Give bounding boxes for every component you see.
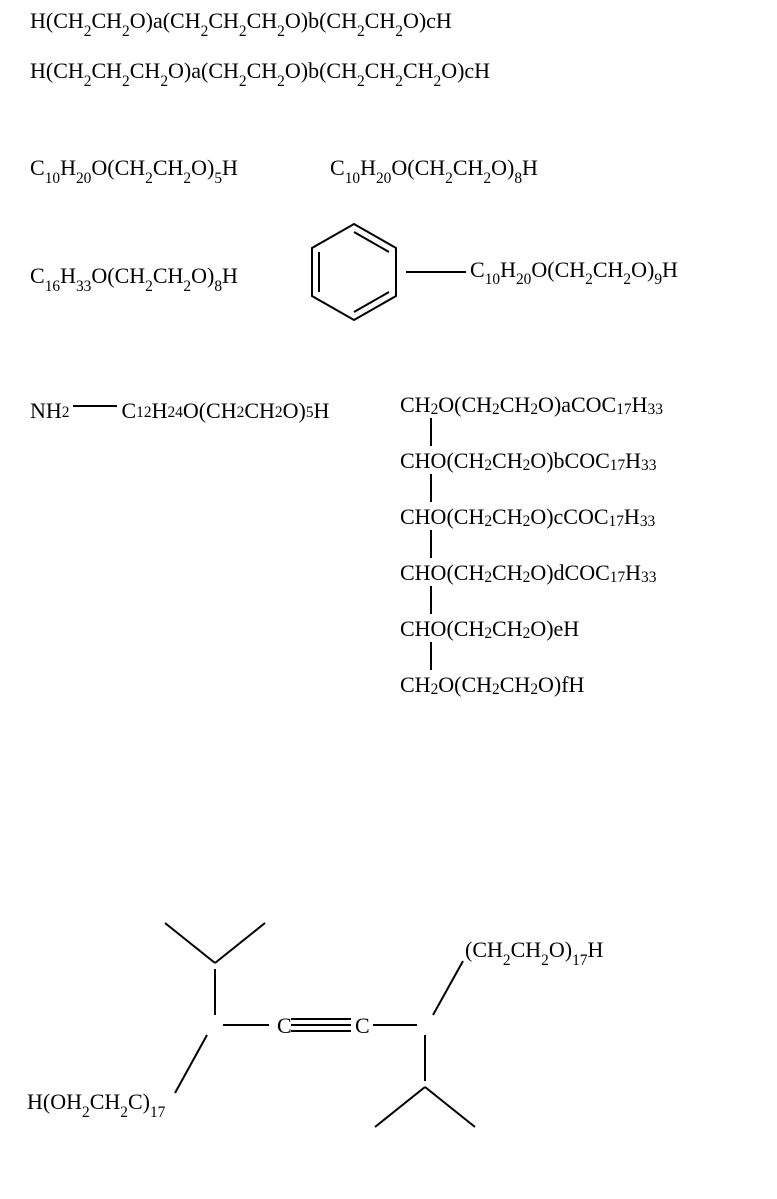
- formula-c10-8: C10H20O(CH2CH2O)8H: [330, 155, 538, 185]
- svg-text:C: C: [355, 1013, 370, 1038]
- sorbitol-row: CHO(CH2CH2O)dCOC17H33: [400, 560, 656, 588]
- sorbitol-row: CHO(CH2CH2O)eH: [400, 616, 579, 644]
- formula-c16-8: C16H33O(CH2CH2O)8H: [30, 263, 238, 293]
- benzene-ring-icon: [300, 218, 408, 326]
- sorbitol-row: CHO(CH2CH2O)cCOC17H33: [400, 504, 655, 532]
- amine-formula: NH2 C12H24O(CH2CH2O)5H: [30, 398, 329, 424]
- formula-c10-5: C10H20O(CH2CH2O)5H: [30, 155, 238, 185]
- nh2-bond-line: [73, 405, 117, 407]
- benzene-structure: C10H20O(CH2CH2O)9H: [300, 218, 678, 326]
- benzene-bond-line: [406, 271, 466, 273]
- alkyne-structure: C C (CH2CH2O)17H H(OH2CH2C)17: [55, 845, 615, 1165]
- poloxamer-formula-1: H(CH2CH2O)a(CH2CH2CH2O)b(CH2CH2O)cH: [30, 8, 452, 38]
- sorbitol-row: CHO(CH2CH2O)bCOC17H33: [400, 448, 656, 476]
- sorbitol-bond: [430, 586, 432, 614]
- benzene-tail-formula: C10H20O(CH2CH2O)9H: [470, 257, 678, 287]
- sorbitol-row: CH2O(CH2CH2O)aCOC17H33: [400, 392, 663, 420]
- sorbitol-bond: [430, 642, 432, 670]
- alkyne-label-left: H(OH2CH2C)17: [27, 1089, 165, 1119]
- sorbitol-row: CH2O(CH2CH2O)fH: [400, 672, 584, 700]
- alkyne-label-right: (CH2CH2O)17H: [465, 937, 603, 967]
- sorbitol-bond: [430, 418, 432, 446]
- sorbitol-bond: [430, 474, 432, 502]
- poloxamer-formula-2: H(CH2CH2CH2O)a(CH2CH2O)b(CH2CH2CH2O)cH: [30, 58, 490, 88]
- svg-text:C: C: [277, 1013, 292, 1038]
- sorbitol-bond: [430, 530, 432, 558]
